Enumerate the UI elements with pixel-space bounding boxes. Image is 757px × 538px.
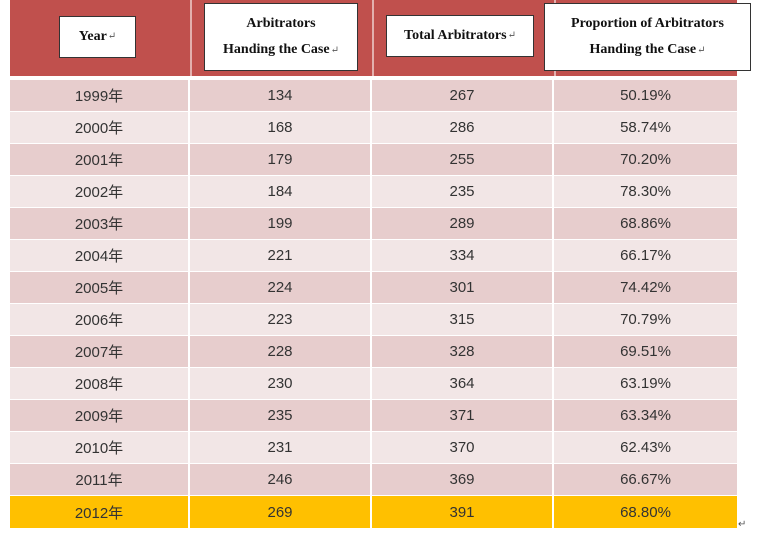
- cell-year: 2003年: [10, 208, 190, 239]
- cell-handling: 231: [190, 432, 372, 463]
- return-mark-icon: ↵: [107, 31, 117, 42]
- table-row: 1999年 134 267 50.19%: [10, 80, 737, 112]
- table-row: 2005年 224 301 74.42%: [10, 272, 737, 304]
- header-year: Year ↵: [59, 16, 136, 58]
- cell-total: 267: [372, 80, 554, 111]
- cell-proportion: 74.42%: [620, 279, 671, 296]
- cell-proportion: 66.67%: [620, 471, 671, 488]
- cell-year: 2009年: [10, 400, 190, 431]
- header-total-arbitrators: Total Arbitrators ↵: [386, 15, 534, 57]
- cell-proportion: 69.51%: [620, 343, 671, 360]
- return-mark-icon: ↵: [738, 519, 747, 530]
- cell-proportion: 68.86%: [620, 215, 671, 232]
- cell-year: 2001年: [10, 144, 190, 175]
- cell-year: 2007年: [10, 336, 190, 367]
- cell-total: 301: [372, 272, 554, 303]
- cell-handling: 228: [190, 336, 372, 367]
- header-proportion: Proportion of Arbitrators Handing the Ca…: [544, 3, 751, 71]
- cell-year: 2008年: [10, 368, 190, 399]
- header-divider: [372, 0, 374, 76]
- cell-handling: 184: [190, 176, 372, 207]
- table-row: 2007年 228 328 69.51%: [10, 336, 737, 368]
- cell-total: 369: [372, 464, 554, 495]
- cell-year: 2004年: [10, 240, 190, 271]
- table-row: 2010年 231 370 62.43%: [10, 432, 737, 464]
- table-row: 2004年 221 334 66.17%: [10, 240, 737, 272]
- cell-total: 315: [372, 304, 554, 335]
- cell-handling: 230: [190, 368, 372, 399]
- table-row: 2003年 199 289 68.86%: [10, 208, 737, 240]
- cell-total: 289: [372, 208, 554, 239]
- cell-total: 255: [372, 144, 554, 175]
- header-arbitrators-handling-label: Arbitrators Handing the Case: [223, 15, 330, 57]
- cell-year: 2002年: [10, 176, 190, 207]
- cell-proportion: 63.19%: [620, 375, 671, 392]
- cell-total: 391: [372, 496, 554, 528]
- cell-handling: 179: [190, 144, 372, 175]
- cell-handling: 199: [190, 208, 372, 239]
- cell-total: 235: [372, 176, 554, 207]
- cell-handling: 134: [190, 80, 372, 111]
- cell-proportion: 58.74%: [620, 119, 671, 136]
- cell-year: 2012年: [10, 496, 190, 528]
- cell-handling: 235: [190, 400, 372, 431]
- table-row: 2006年 223 315 70.79%: [10, 304, 737, 336]
- return-mark-icon: ↵: [697, 44, 706, 56]
- cell-handling: 246: [190, 464, 372, 495]
- header-year-label: Year: [78, 29, 107, 44]
- cell-total: 328: [372, 336, 554, 367]
- cell-total: 370: [372, 432, 554, 463]
- cell-total: 286: [372, 112, 554, 143]
- cell-proportion: 78.30%: [620, 183, 671, 200]
- table-body: 1999年 134 267 50.19% 2000年 168 286 58.74% 2001年 1…: [10, 80, 737, 529]
- header-proportion-label: Proportion of Arbitrators Handing the Ca…: [571, 15, 724, 57]
- cell-proportion: 68.80%: [620, 503, 671, 521]
- table-row: 2002年 184 235 78.30%: [10, 176, 737, 208]
- cell-handling: 224: [190, 272, 372, 303]
- table-row: 2012年 269 391 68.80%: [10, 496, 737, 529]
- cell-proportion: 66.17%: [620, 247, 671, 264]
- cell-proportion: 50.19%: [620, 87, 671, 104]
- table-row: 2008年 230 364 63.19%: [10, 368, 737, 400]
- cell-year: 2011年: [10, 464, 190, 495]
- cell-year: 2000年: [10, 112, 190, 143]
- cell-handling: 221: [190, 240, 372, 271]
- cell-proportion: 62.43%: [620, 439, 671, 456]
- header-total-arbitrators-label: Total Arbitrators: [404, 28, 507, 43]
- cell-total: 334: [372, 240, 554, 271]
- cell-handling: 269: [190, 496, 372, 528]
- table-row: 2001年 179 255 70.20%: [10, 144, 737, 176]
- cell-handling: 168: [190, 112, 372, 143]
- cell-total: 371: [372, 400, 554, 431]
- table-row: 2009年 235 371 63.34%: [10, 400, 737, 432]
- cell-proportion: 70.20%: [620, 151, 671, 168]
- cell-year: 1999年: [10, 80, 190, 111]
- cell-year: 2005年: [10, 272, 190, 303]
- table-row: 2000年 168 286 58.74%: [10, 112, 737, 144]
- cell-handling: 223: [190, 304, 372, 335]
- cell-proportion: 63.34%: [620, 407, 671, 424]
- cell-year: 2006年: [10, 304, 190, 335]
- cell-year: 2010年: [10, 432, 190, 463]
- cell-proportion: 70.79%: [620, 311, 671, 328]
- table-row: 2011年 246 369 66.67%: [10, 464, 737, 496]
- return-mark-icon: ↵: [507, 30, 516, 41]
- header-arbitrators-handling: Arbitrators Handing the Case↵: [204, 3, 358, 71]
- cell-total: 364: [372, 368, 554, 399]
- header-divider: [190, 0, 192, 76]
- return-mark-icon: ↵: [330, 44, 339, 56]
